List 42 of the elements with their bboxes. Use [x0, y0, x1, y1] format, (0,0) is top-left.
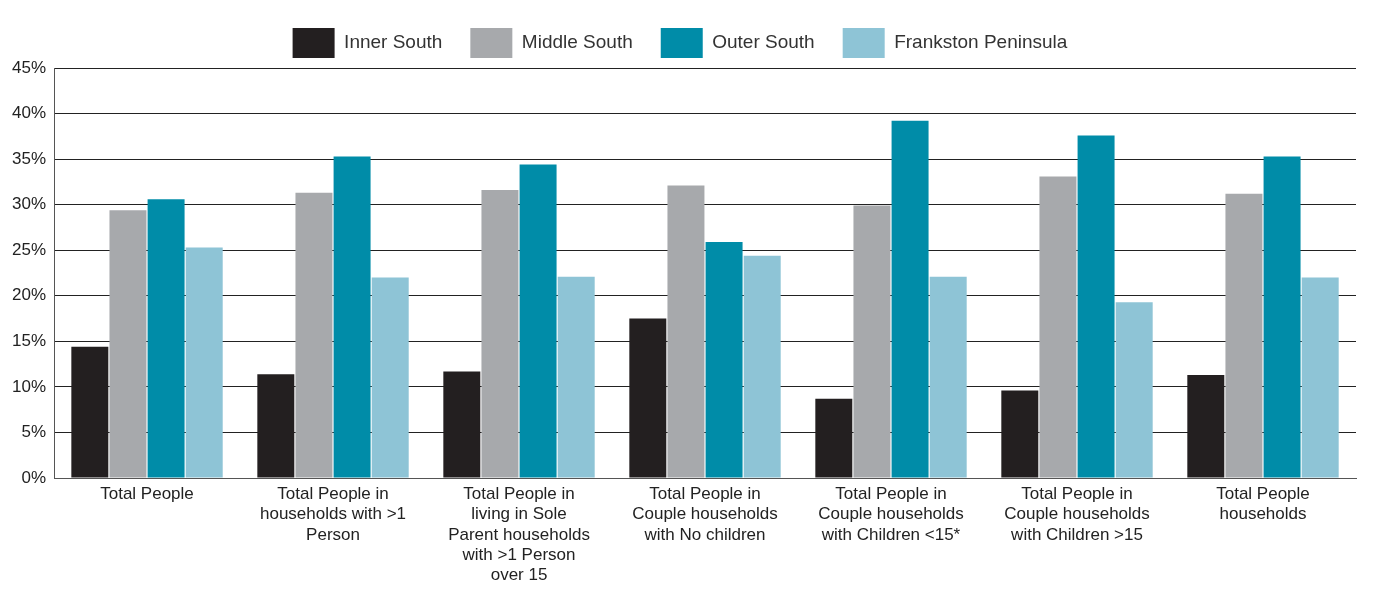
- legend-label: Inner South: [344, 31, 443, 53]
- bar: [481, 190, 519, 478]
- y-tick-label: 40%: [11, 103, 47, 123]
- bar: [371, 277, 409, 478]
- bar: [667, 185, 705, 478]
- bar: [147, 199, 185, 478]
- x-tick-label: Total People households: [1216, 483, 1310, 524]
- bar: [1115, 302, 1153, 478]
- y-tick-label: 0%: [21, 467, 47, 487]
- x-tick-label: Total People in households with >1 Person: [260, 483, 407, 544]
- y-tick-label: 45%: [11, 57, 47, 77]
- x-tick-label: Total People in Couple households with Children >15: [1004, 483, 1150, 544]
- bar: [1225, 193, 1263, 478]
- bar: [705, 242, 743, 478]
- bar: [557, 276, 595, 478]
- x-tick-label: Total People in living in Sole Parent households with >1 Person over 15: [448, 483, 590, 585]
- bar: [1301, 277, 1339, 478]
- bar: [853, 205, 891, 478]
- bar: [333, 156, 371, 478]
- bar: [1263, 156, 1301, 478]
- x-tick-label: Total People: [100, 483, 194, 503]
- bar: [929, 276, 967, 478]
- y-tick-label: 15%: [11, 331, 47, 351]
- y-tick-label: 20%: [11, 285, 47, 305]
- bar: [743, 255, 781, 478]
- y-tick-label: 35%: [11, 148, 47, 168]
- y-tick-label: 10%: [11, 376, 47, 396]
- bar: [1039, 176, 1077, 478]
- bar: [109, 210, 147, 478]
- legend-label: Frankston Peninsula: [894, 31, 1068, 53]
- y-tick-label: 25%: [11, 239, 47, 259]
- bar: [1077, 135, 1115, 478]
- bar: [891, 120, 929, 478]
- y-tick-label: 30%: [11, 194, 47, 214]
- legend-label: Outer South: [712, 31, 815, 53]
- legend-label: Middle South: [521, 31, 633, 53]
- x-tick-label: Total People in Couple households with No children: [632, 483, 778, 544]
- y-tick-label: 5%: [21, 422, 47, 442]
- bar: [185, 247, 223, 478]
- x-tick-label: Total People in Couple households with Children <15*: [818, 483, 964, 544]
- bar: [295, 192, 333, 478]
- bar: [519, 164, 557, 478]
